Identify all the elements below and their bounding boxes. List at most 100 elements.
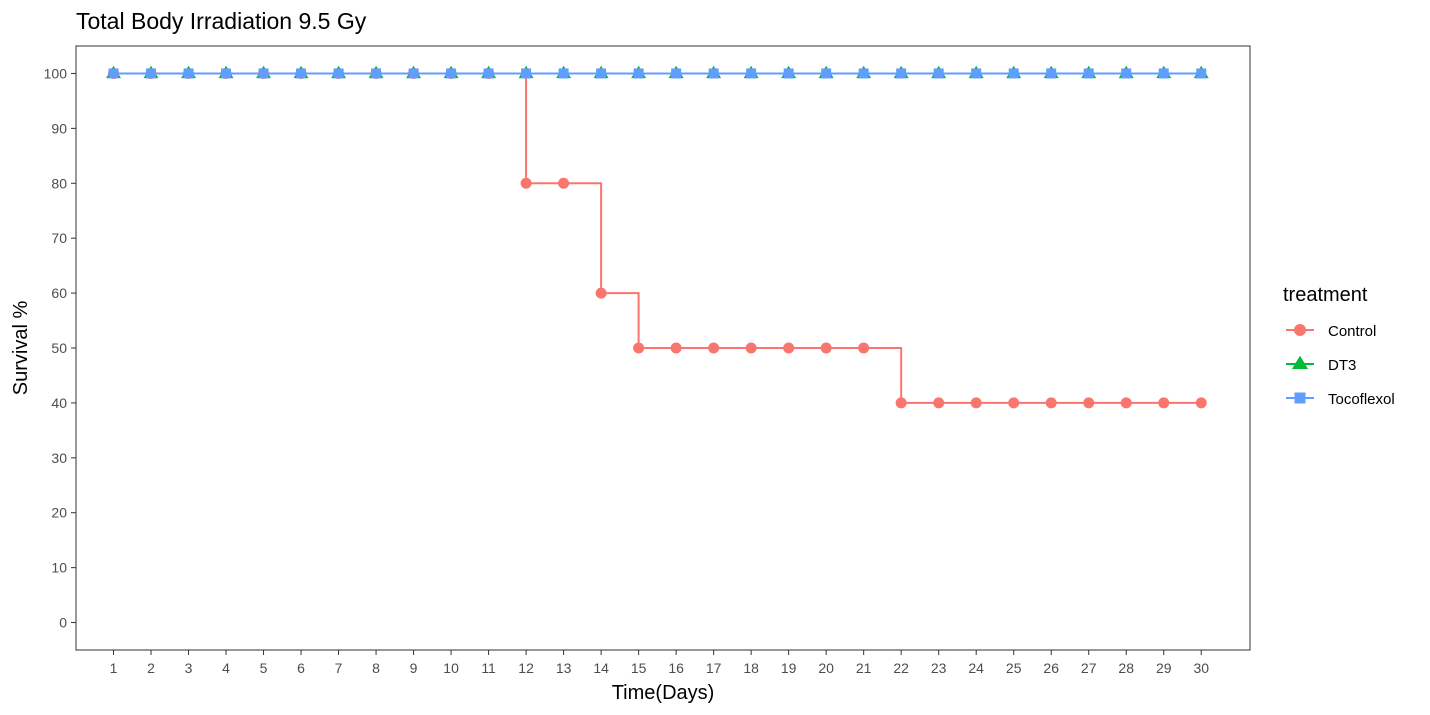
- x-tick-label: 30: [1193, 660, 1209, 676]
- x-tick-label: 9: [410, 660, 418, 676]
- y-tick-label: 90: [51, 120, 67, 136]
- x-tick-label: 4: [222, 660, 230, 676]
- legend-key-triangle-icon: [1291, 355, 1309, 370]
- x-tick-label: 14: [593, 660, 609, 676]
- tocoflexol-point: [521, 68, 532, 79]
- x-tick-label: 27: [1081, 660, 1097, 676]
- x-tick-label: 13: [556, 660, 572, 676]
- tocoflexol-point: [258, 68, 269, 79]
- x-tick-label: 18: [743, 660, 759, 676]
- control-point: [1195, 397, 1207, 409]
- x-tick-label: 10: [443, 660, 459, 676]
- legend-title: treatment: [1283, 284, 1368, 306]
- control-point: [820, 342, 832, 354]
- control-point: [858, 342, 870, 354]
- x-axis: 1 2 3 4 5 6 7 8 9 10 11 12 13 14 15 16 17 18 19 20 21 22 23 24 2…: [110, 650, 1209, 676]
- y-tick-label: 30: [51, 450, 67, 466]
- tocoflexol-points: [108, 68, 1207, 79]
- x-tick-label: 6: [297, 660, 305, 676]
- control-point: [520, 177, 532, 189]
- x-tick-label: 22: [893, 660, 909, 676]
- tocoflexol-point: [671, 68, 682, 79]
- x-tick-label: 21: [856, 660, 872, 676]
- tocoflexol-point: [896, 68, 907, 79]
- control-point: [970, 397, 982, 409]
- x-tick-label: 24: [968, 660, 984, 676]
- control-point: [933, 397, 945, 409]
- legend: treatment Control DT3 Tocoflexol: [1283, 284, 1395, 408]
- y-tick-label: 10: [51, 560, 67, 576]
- legend-label: DT3: [1328, 357, 1356, 374]
- tocoflexol-point: [108, 68, 119, 79]
- tocoflexol-point: [971, 68, 982, 79]
- y-tick-label: 80: [51, 175, 67, 191]
- tocoflexol-point: [933, 68, 944, 79]
- tocoflexol-point: [708, 68, 719, 79]
- tocoflexol-point: [1196, 68, 1207, 79]
- legend-item-dt3: DT3: [1286, 355, 1356, 374]
- x-tick-label: 25: [1006, 660, 1022, 676]
- y-tick-label: 20: [51, 505, 67, 521]
- tocoflexol-point: [596, 68, 607, 79]
- tocoflexol-point: [333, 68, 344, 79]
- tocoflexol-point: [1008, 68, 1019, 79]
- x-tick-label: 12: [518, 660, 534, 676]
- chart-title: Total Body Irradiation 9.5 Gy: [76, 8, 367, 34]
- control-point: [633, 342, 645, 354]
- x-tick-label: 8: [372, 660, 380, 676]
- x-tick-label: 15: [631, 660, 647, 676]
- y-axis-title: Survival %: [10, 301, 32, 396]
- x-tick-label: 29: [1156, 660, 1172, 676]
- legend-item-tocoflexol: Tocoflexol: [1286, 391, 1395, 408]
- x-tick-label: 16: [668, 660, 684, 676]
- y-tick-label: 100: [44, 65, 68, 81]
- tocoflexol-point: [446, 68, 457, 79]
- tocoflexol-point: [296, 68, 307, 79]
- tocoflexol-point: [558, 68, 569, 79]
- tocoflexol-point: [783, 68, 794, 79]
- tocoflexol-point: [1121, 68, 1132, 79]
- legend-key-square-icon: [1294, 392, 1306, 404]
- control-point: [595, 287, 607, 299]
- tocoflexol-point: [483, 68, 494, 79]
- tocoflexol-point: [183, 68, 194, 79]
- legend-key-circle-icon: [1294, 324, 1306, 336]
- legend-label: Tocoflexol: [1328, 391, 1395, 408]
- control-point: [895, 397, 907, 409]
- control-point: [783, 342, 795, 354]
- legend-label: Control: [1328, 323, 1376, 340]
- control-point: [708, 342, 720, 354]
- tocoflexol-point: [146, 68, 157, 79]
- tocoflexol-point: [821, 68, 832, 79]
- control-point: [745, 342, 757, 354]
- x-tick-label: 23: [931, 660, 947, 676]
- control-point: [1158, 397, 1170, 409]
- legend-item-control: Control: [1286, 323, 1376, 340]
- x-tick-label: 17: [706, 660, 722, 676]
- control-point: [1045, 397, 1057, 409]
- control-point: [1120, 397, 1132, 409]
- x-tick-label: 7: [335, 660, 343, 676]
- y-tick-label: 0: [59, 615, 67, 631]
- control-point: [558, 177, 570, 189]
- tocoflexol-point: [746, 68, 757, 79]
- tocoflexol-point: [858, 68, 869, 79]
- x-tick-label: 11: [481, 660, 496, 676]
- x-tick-label: 20: [818, 660, 834, 676]
- y-tick-label: 70: [51, 230, 67, 246]
- control-point: [670, 342, 682, 354]
- x-tick-label: 19: [781, 660, 797, 676]
- series-layer: [106, 65, 1209, 409]
- x-tick-label: 3: [185, 660, 193, 676]
- tocoflexol-point: [1083, 68, 1094, 79]
- y-tick-label: 40: [51, 395, 67, 411]
- x-tick-label: 2: [147, 660, 155, 676]
- tocoflexol-point: [408, 68, 419, 79]
- x-tick-label: 5: [260, 660, 268, 676]
- x-tick-label: 28: [1118, 660, 1134, 676]
- tocoflexol-point: [221, 68, 232, 79]
- y-tick-label: 50: [51, 340, 67, 356]
- x-tick-label: 1: [110, 660, 118, 676]
- tocoflexol-point: [633, 68, 644, 79]
